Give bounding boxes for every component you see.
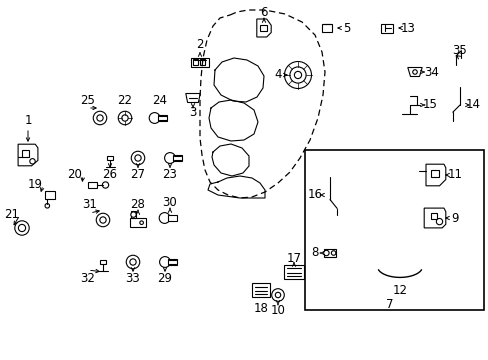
Circle shape	[140, 221, 143, 225]
Text: 35: 35	[452, 44, 467, 57]
Circle shape	[100, 217, 106, 223]
Bar	[430, 170, 438, 177]
Text: 9: 9	[450, 211, 458, 225]
Bar	[168, 215, 177, 221]
Polygon shape	[380, 23, 392, 32]
Circle shape	[275, 292, 280, 298]
Text: 31: 31	[82, 198, 97, 211]
Bar	[200, 59, 205, 65]
Text: 25: 25	[81, 94, 95, 107]
Bar	[323, 249, 336, 257]
Text: 28: 28	[130, 198, 145, 211]
Circle shape	[435, 219, 442, 225]
Bar	[44, 192, 55, 199]
Text: 27: 27	[130, 168, 145, 181]
Bar	[100, 260, 106, 264]
Text: 20: 20	[67, 168, 82, 181]
Circle shape	[30, 159, 35, 164]
Circle shape	[122, 115, 128, 121]
Text: 15: 15	[422, 99, 437, 112]
Bar	[130, 211, 136, 218]
Text: 3: 3	[189, 107, 196, 120]
Text: 17: 17	[286, 252, 301, 265]
Text: 19: 19	[27, 179, 42, 192]
Circle shape	[97, 115, 103, 121]
Text: 2: 2	[196, 39, 203, 51]
Text: 12: 12	[392, 284, 407, 297]
Text: 10: 10	[270, 303, 285, 316]
Text: 7: 7	[386, 298, 393, 311]
Bar	[305, 150, 483, 310]
Text: 8: 8	[311, 247, 318, 260]
Bar	[158, 115, 167, 121]
Text: 22: 22	[117, 94, 132, 107]
Text: 33: 33	[125, 271, 140, 284]
Circle shape	[15, 221, 29, 235]
Text: 29: 29	[157, 271, 172, 284]
Circle shape	[102, 182, 108, 188]
Bar	[87, 182, 96, 188]
Bar	[251, 283, 269, 297]
Text: 11: 11	[447, 168, 462, 181]
Text: 34: 34	[424, 66, 439, 78]
Text: 21: 21	[4, 208, 20, 221]
Text: 30: 30	[163, 197, 177, 210]
Text: 16: 16	[307, 189, 322, 202]
Polygon shape	[423, 208, 445, 228]
Text: 32: 32	[81, 271, 95, 284]
Bar	[284, 265, 303, 279]
Circle shape	[135, 155, 141, 161]
Bar	[21, 150, 29, 157]
Circle shape	[130, 212, 136, 217]
Text: 13: 13	[400, 22, 415, 35]
Text: 18: 18	[253, 302, 268, 315]
Bar	[130, 218, 146, 227]
Polygon shape	[425, 164, 445, 186]
Polygon shape	[18, 144, 38, 166]
Circle shape	[126, 255, 140, 269]
Text: 5: 5	[343, 22, 350, 35]
Circle shape	[45, 203, 49, 208]
Circle shape	[159, 213, 170, 224]
Circle shape	[323, 250, 328, 256]
Circle shape	[294, 71, 301, 78]
Bar	[192, 59, 198, 65]
Text: 26: 26	[102, 168, 117, 181]
Circle shape	[331, 251, 335, 255]
Circle shape	[131, 151, 144, 165]
Circle shape	[93, 111, 106, 125]
Bar	[430, 213, 436, 219]
Circle shape	[118, 111, 131, 125]
Circle shape	[271, 289, 284, 301]
Polygon shape	[407, 68, 421, 77]
Circle shape	[289, 67, 305, 83]
Bar	[191, 58, 208, 67]
Circle shape	[130, 259, 136, 265]
Circle shape	[284, 62, 311, 89]
Text: 6: 6	[260, 6, 267, 19]
Text: 24: 24	[152, 94, 167, 107]
Polygon shape	[256, 19, 271, 37]
Text: 1: 1	[24, 113, 32, 126]
Bar	[107, 156, 113, 160]
Text: 23: 23	[162, 168, 177, 181]
Circle shape	[159, 257, 170, 267]
Text: 14: 14	[465, 99, 480, 112]
Circle shape	[412, 70, 416, 74]
Circle shape	[164, 153, 175, 163]
Bar	[321, 24, 332, 32]
Polygon shape	[185, 94, 200, 103]
Circle shape	[19, 224, 25, 231]
Bar	[172, 155, 182, 161]
Bar	[167, 259, 176, 265]
Circle shape	[149, 113, 160, 123]
Text: 4: 4	[274, 68, 281, 81]
Circle shape	[96, 213, 109, 227]
Bar	[259, 25, 266, 31]
